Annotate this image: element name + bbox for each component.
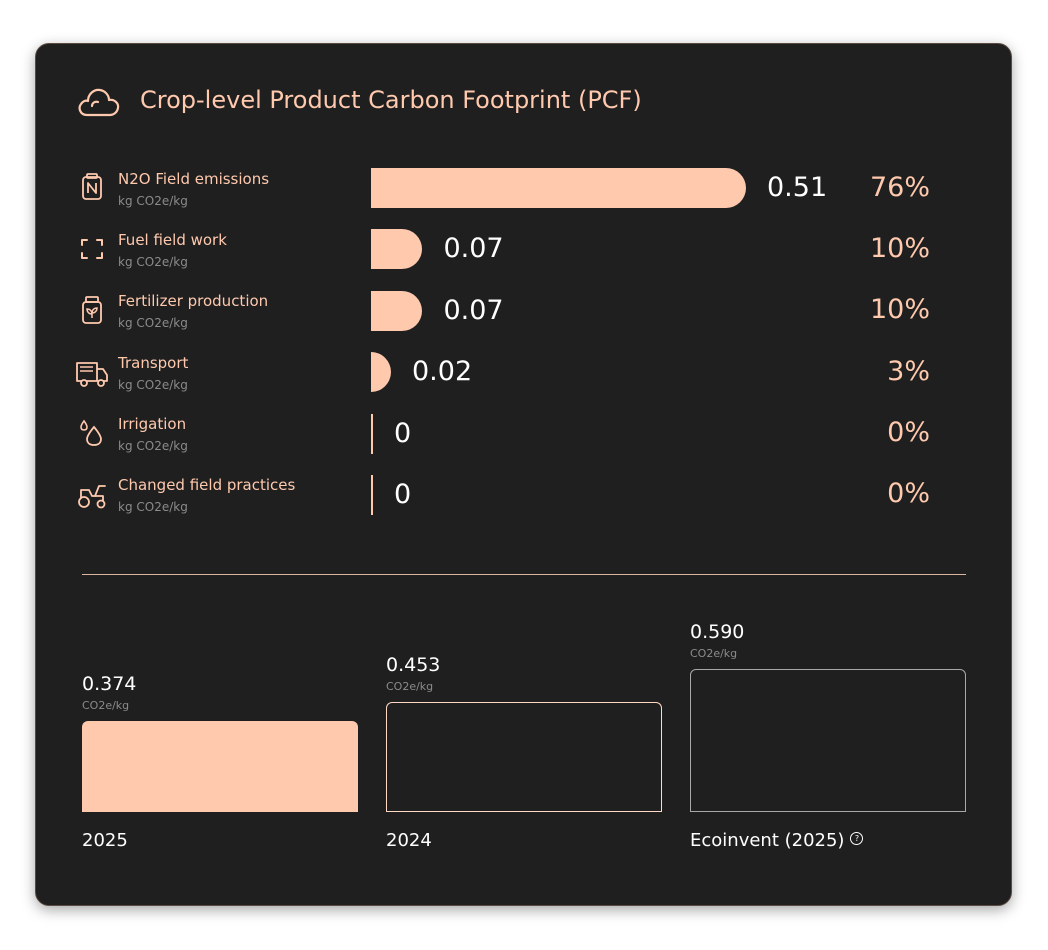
value-fertilizer: 0.07 xyxy=(443,294,504,326)
bar-field-practices xyxy=(371,475,373,515)
cloud-icon xyxy=(78,88,120,117)
row-unit-fertilizer: kg CO2e/kg xyxy=(118,316,188,330)
bar-irrigation xyxy=(371,413,373,454)
row-unit-irrigation: kg CO2e/kg xyxy=(118,439,188,453)
row-unit-transport: kg CO2e/kg xyxy=(118,378,188,392)
share-transport: 3% xyxy=(887,356,930,387)
tractor-icon xyxy=(78,485,106,509)
row-label-field-practices: Changed field practices xyxy=(118,476,296,494)
cmp-value-2024: 0.453 xyxy=(386,654,441,677)
row-label-irrigation: Irrigation xyxy=(118,415,187,433)
page-title: Crop-level Product Carbon Footprint (PCF… xyxy=(140,86,642,114)
row-label-fertilizer: Fertilizer production xyxy=(118,292,269,310)
fuel-frame-icon xyxy=(81,239,103,259)
share-irrigation: 0% xyxy=(887,417,930,448)
cmp-bar-ecoinvent xyxy=(690,669,966,812)
cmp-value-ecoinvent: 0.590 xyxy=(690,621,745,643)
value-n2o: 0.51 xyxy=(767,172,828,203)
share-field-practices: 0% xyxy=(887,478,930,509)
cmp-value-2025: 0.374 xyxy=(82,673,137,696)
truck-icon xyxy=(76,362,108,387)
row-unit-n2o: kg CO2e/kg xyxy=(118,194,188,208)
row-unit-field-practices: kg CO2e/kg xyxy=(118,500,188,514)
row-label-n2o: N2O Field emissions xyxy=(118,170,270,188)
value-irrigation: 0 xyxy=(394,417,412,449)
section-divider xyxy=(82,574,966,575)
water-drops-icon xyxy=(80,419,102,446)
bar-fertilizer xyxy=(371,290,423,331)
row-unit-fuel: kg CO2e/kg xyxy=(118,255,188,269)
cmp-bar-2024 xyxy=(386,702,662,812)
share-fuel: 10% xyxy=(869,233,930,264)
row-label-fuel: Fuel field work xyxy=(118,231,227,249)
row-label-transport: Transport xyxy=(118,354,189,372)
bar-n2o xyxy=(371,168,746,208)
nitrogen-can-icon xyxy=(82,173,102,200)
value-fuel: 0.07 xyxy=(443,233,504,265)
share-n2o: 76% xyxy=(869,172,930,203)
bar-transport xyxy=(371,352,391,393)
cmp-label-2024: 2024 xyxy=(386,830,432,851)
help-icon[interactable]: ? xyxy=(850,832,864,845)
value-transport: 0.02 xyxy=(412,356,473,388)
value-field-practices: 0 xyxy=(394,479,412,510)
cmp-bar-2025 xyxy=(82,721,358,812)
cmp-label-ecoinvent: Ecoinvent (2025)? xyxy=(690,830,864,851)
cmp-label-2025: 2025 xyxy=(82,830,128,851)
bar-fuel xyxy=(371,229,423,270)
share-fertilizer: 10% xyxy=(869,294,930,325)
cmp-unit-2025: CO2e/kg xyxy=(82,699,130,713)
cmp-unit-ecoinvent: CO2e/kg xyxy=(690,647,738,660)
cmp-label-ecoinvent-text: Ecoinvent (2025) xyxy=(690,830,845,851)
cmp-unit-2024: CO2e/kg xyxy=(386,680,434,694)
fertilizer-jar-icon xyxy=(82,296,102,324)
